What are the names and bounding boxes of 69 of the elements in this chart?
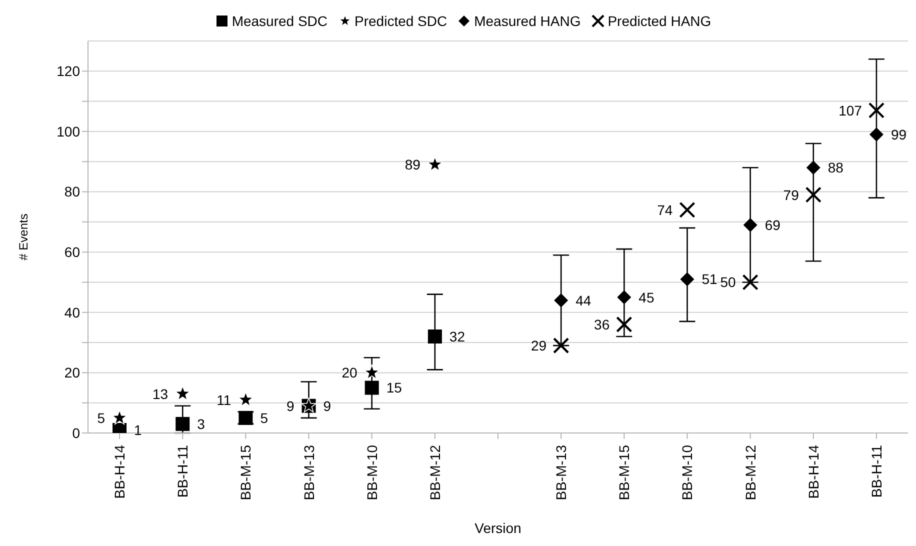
point <box>868 102 885 118</box>
point <box>616 316 632 333</box>
legend-label: Predicted HANG <box>606 13 712 29</box>
y-tick-label: 120 <box>56 63 80 80</box>
point <box>679 202 696 218</box>
data-label: 5 <box>97 410 106 426</box>
data-label: 32 <box>449 328 466 344</box>
x-tick-label: BB-M-15 <box>238 444 254 500</box>
point <box>428 330 442 344</box>
y-axis-title: # Events <box>16 214 30 260</box>
y-tick-label: 100 <box>56 123 80 140</box>
data-label: 9 <box>286 398 294 414</box>
point <box>554 293 568 308</box>
point <box>617 290 632 304</box>
data-label: 3 <box>197 416 206 432</box>
data-label: 50 <box>720 274 736 290</box>
x-tick-label: BB-M-13 <box>300 444 317 500</box>
data-label: 36 <box>594 316 610 332</box>
y-tick-label: 80 <box>64 184 80 200</box>
data-label: 1 <box>134 422 142 438</box>
y-tick-label: 0 <box>72 424 80 441</box>
y-tick-label: 60 <box>64 244 80 260</box>
point <box>427 156 443 172</box>
data-label: 69 <box>764 216 781 233</box>
point <box>680 272 694 286</box>
legend-label: Measured HANG <box>473 13 581 29</box>
x-tick-label: BB-H-14 <box>112 444 128 499</box>
data-label: 99 <box>890 126 907 142</box>
x-tick-label: BB-H-14 <box>805 444 822 499</box>
data-label: 88 <box>828 160 844 176</box>
data-label: 44 <box>576 292 592 308</box>
data-label: 13 <box>152 386 168 402</box>
point <box>742 274 758 290</box>
point <box>112 410 128 425</box>
point <box>174 386 190 400</box>
point <box>364 364 380 380</box>
x-tick-label: BB-H-11 <box>868 444 884 498</box>
legend-label: Predicted SDC <box>354 13 448 29</box>
point <box>805 186 822 203</box>
x-tick-label: BB-M-13 <box>553 444 570 500</box>
x-axis-title: Version <box>474 520 522 536</box>
data-label: 74 <box>657 202 673 218</box>
data-label: 51 <box>702 271 718 288</box>
data-label: 89 <box>404 156 421 173</box>
x-tick-label: BB-M-12 <box>426 444 443 500</box>
x-tick-label: BB-H-11 <box>174 444 191 498</box>
y-tick-label: 20 <box>64 364 80 381</box>
data-label: 9 <box>323 398 332 414</box>
x-tick-label: BB-M-10 <box>364 444 380 500</box>
point <box>176 416 190 431</box>
data-label: 20 <box>342 364 358 381</box>
data-label: 107 <box>838 102 862 118</box>
legend-label: Measured SDC <box>230 13 328 29</box>
x-tick-label: BB-M-15 <box>616 444 632 500</box>
data-label: 5 <box>260 410 268 426</box>
data-label: 45 <box>638 289 654 306</box>
x-tick-label: BB-M-12 <box>742 444 758 500</box>
y-tick-label: 40 <box>64 304 80 320</box>
x-tick-label: BB-M-10 <box>679 444 696 500</box>
point <box>238 392 254 406</box>
point <box>869 127 884 142</box>
point <box>552 337 570 354</box>
point <box>364 380 379 395</box>
data-label: 29 <box>530 338 547 354</box>
data-label: 15 <box>386 380 402 396</box>
data-label: 11 <box>216 392 232 408</box>
data-label: 79 <box>783 186 800 203</box>
point <box>743 218 758 232</box>
point <box>806 160 820 175</box>
